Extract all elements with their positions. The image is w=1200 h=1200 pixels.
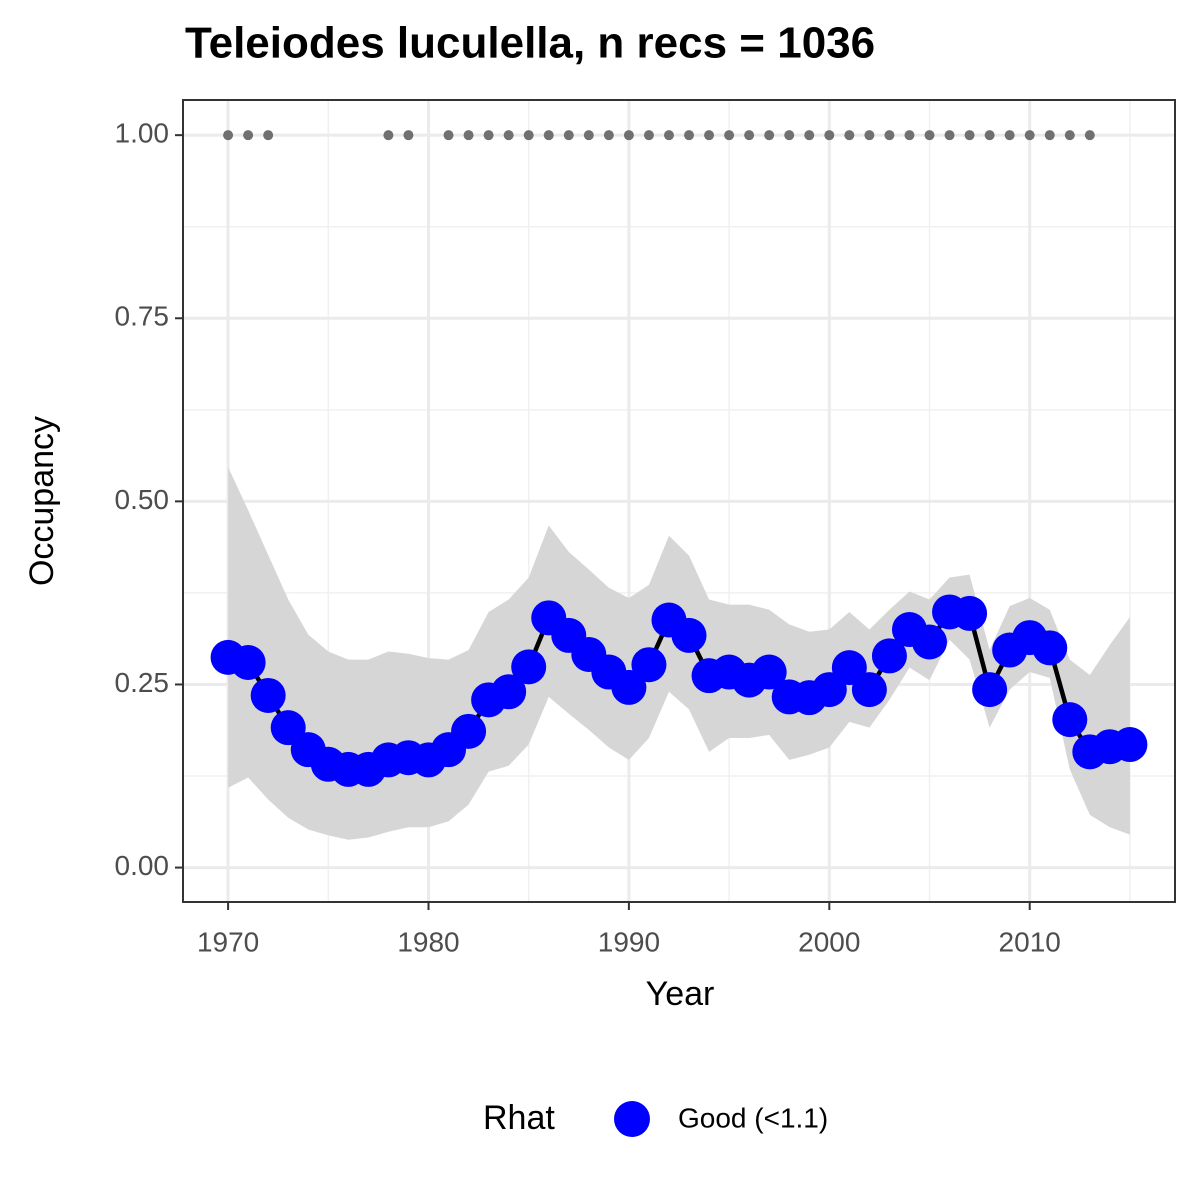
record-dot	[243, 130, 254, 141]
y-axis-label: Occupancy	[23, 416, 61, 586]
legend-title: Rhat	[483, 1099, 555, 1137]
record-dot	[543, 130, 554, 141]
record-dot	[1044, 130, 1055, 141]
record-dot	[1084, 130, 1095, 141]
point	[230, 644, 266, 680]
record-dot	[223, 130, 234, 141]
record-dot	[724, 130, 735, 141]
record-dot	[904, 130, 915, 141]
point	[631, 647, 667, 683]
record-dot	[623, 130, 634, 141]
record-dot	[563, 130, 574, 141]
point	[671, 617, 707, 653]
record-dot	[483, 130, 494, 141]
point	[1112, 727, 1148, 763]
y-tick-label: 1.00	[115, 118, 170, 149]
x-tick-label: 1970	[197, 926, 259, 957]
point	[250, 677, 286, 713]
record-dot	[263, 130, 274, 141]
record-dot	[924, 130, 935, 141]
record-dot	[804, 130, 815, 141]
record-dot	[1024, 130, 1035, 141]
record-dot	[583, 130, 594, 141]
y-tick-label: 0.50	[115, 484, 170, 515]
legend-label: Good (<1.1)	[678, 1102, 828, 1133]
point	[751, 654, 787, 690]
plot-border	[182, 99, 1176, 903]
y-tick-label: 0.75	[115, 301, 170, 332]
record-dot	[603, 130, 614, 141]
record-dot	[984, 130, 995, 141]
record-dot	[443, 130, 454, 141]
point	[912, 624, 948, 660]
record-dot	[643, 130, 654, 141]
record-dot	[403, 130, 414, 141]
record-dot	[764, 130, 775, 141]
record-dot	[824, 130, 835, 141]
record-dot	[1064, 130, 1075, 141]
record-dot	[844, 130, 855, 141]
point	[511, 649, 547, 685]
record-dot	[964, 130, 975, 141]
point	[491, 674, 527, 710]
point	[451, 713, 487, 749]
record-dot	[463, 130, 474, 141]
record-dot	[704, 130, 715, 141]
point	[1052, 702, 1088, 738]
point	[611, 669, 647, 705]
point	[972, 672, 1008, 708]
chart-title: Teleiodes luculella, n recs = 1036	[185, 19, 875, 68]
record-dot	[784, 130, 795, 141]
record-dot	[744, 130, 755, 141]
y-tick-label: 0.00	[115, 850, 170, 881]
record-dot	[684, 130, 695, 141]
record-dot	[383, 130, 394, 141]
y-tick-label: 0.25	[115, 667, 170, 698]
x-tick-label: 1980	[397, 926, 459, 957]
point	[952, 595, 988, 631]
record-dot	[864, 130, 875, 141]
x-tick-label: 2000	[798, 926, 860, 957]
record-dot	[503, 130, 514, 141]
point	[871, 638, 907, 674]
legend-swatch	[614, 1101, 650, 1137]
point	[851, 672, 887, 708]
record-dot	[523, 130, 534, 141]
point	[1032, 630, 1068, 666]
x-axis-label: Year	[646, 975, 715, 1013]
record-dot	[884, 130, 895, 141]
x-tick-label: 2010	[999, 926, 1061, 957]
x-tick-label: 1990	[598, 926, 660, 957]
record-dot	[663, 130, 674, 141]
record-dot	[944, 130, 955, 141]
record-dot	[1004, 130, 1015, 141]
